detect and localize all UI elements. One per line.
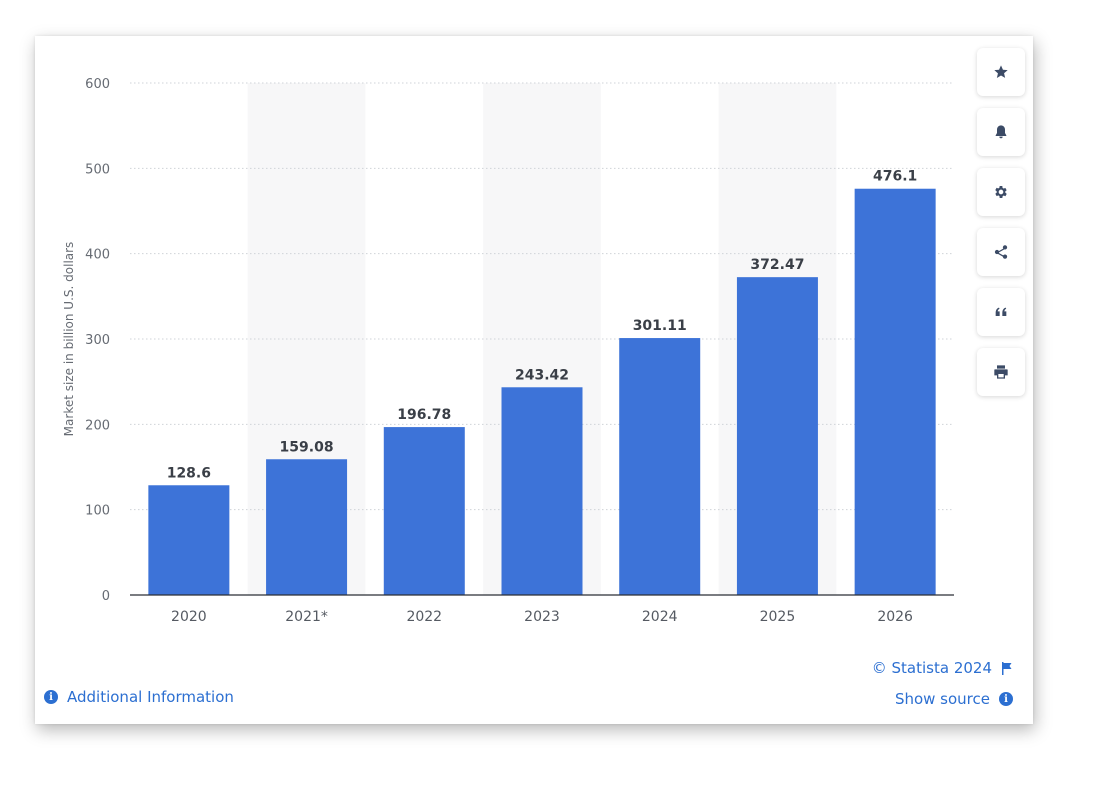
x-tick-label: 2023 (524, 609, 560, 625)
star-icon (994, 65, 1008, 78)
additional-information-link[interactable]: i Additional Information (44, 688, 234, 706)
y-axis-label: Market size in billion U.S. dollars (62, 242, 76, 437)
bar-2025[interactable] (736, 277, 818, 595)
bar-chart: 0 100 200 300 400 500 600 128.6 159.08 196.78 243… (62, 77, 954, 625)
quote-icon (995, 307, 1007, 316)
cite-button[interactable] (977, 288, 1025, 336)
notification-button[interactable] (977, 108, 1025, 156)
y-tick-label: 100 (85, 504, 110, 519)
info-icon: i (44, 690, 58, 704)
y-tick-label: 500 (85, 162, 110, 177)
settings-button[interactable] (977, 168, 1025, 216)
data-label: 372.47 (750, 257, 804, 273)
x-tick-label: 2025 (760, 609, 796, 625)
show-source-label: Show source (894, 690, 990, 708)
y-tick-label: 0 (102, 589, 110, 604)
bar-2022[interactable] (383, 427, 465, 595)
data-label: 243.42 (515, 367, 569, 383)
bar-2023[interactable] (501, 387, 583, 595)
share-button[interactable] (977, 228, 1025, 276)
x-tick-label: 2026 (877, 609, 913, 625)
gear-icon (995, 186, 1007, 198)
chart-card: 0 100 200 300 400 500 600 128.6 159.08 196.78 243… (35, 36, 1033, 724)
x-tick-label: 2021* (285, 609, 328, 625)
favorite-button[interactable] (977, 48, 1025, 96)
bar-2024[interactable] (619, 338, 701, 595)
share-icon (994, 245, 1008, 259)
x-tick-label: 2024 (642, 609, 678, 625)
data-label: 476.1 (873, 169, 917, 185)
show-source-link[interactable]: Show source i (895, 690, 1013, 708)
y-tick-label: 300 (85, 333, 110, 348)
copyright-label: © Statista 2024 (871, 659, 992, 677)
print-button[interactable] (977, 348, 1025, 396)
info-icon: i (999, 692, 1013, 706)
x-tick-label: 2020 (171, 609, 207, 625)
y-tick-label: 200 (85, 418, 110, 433)
x-tick-label: 2022 (406, 609, 442, 625)
bar-2020[interactable] (148, 485, 230, 595)
y-tick-label: 400 (85, 248, 110, 263)
bar-2026[interactable] (854, 188, 936, 595)
data-label: 159.08 (280, 439, 334, 455)
bell-icon (995, 125, 1007, 139)
copyright-link[interactable]: © Statista 2024 (872, 659, 1013, 677)
data-label: 301.11 (633, 318, 687, 334)
y-tick-label: 600 (85, 77, 110, 92)
bar-2021*[interactable] (266, 459, 348, 595)
flag-icon (1002, 661, 1012, 675)
data-label: 196.78 (397, 407, 451, 423)
additional-information-label: Additional Information (67, 688, 234, 706)
print-icon (994, 365, 1008, 379)
data-label: 128.6 (167, 465, 211, 481)
